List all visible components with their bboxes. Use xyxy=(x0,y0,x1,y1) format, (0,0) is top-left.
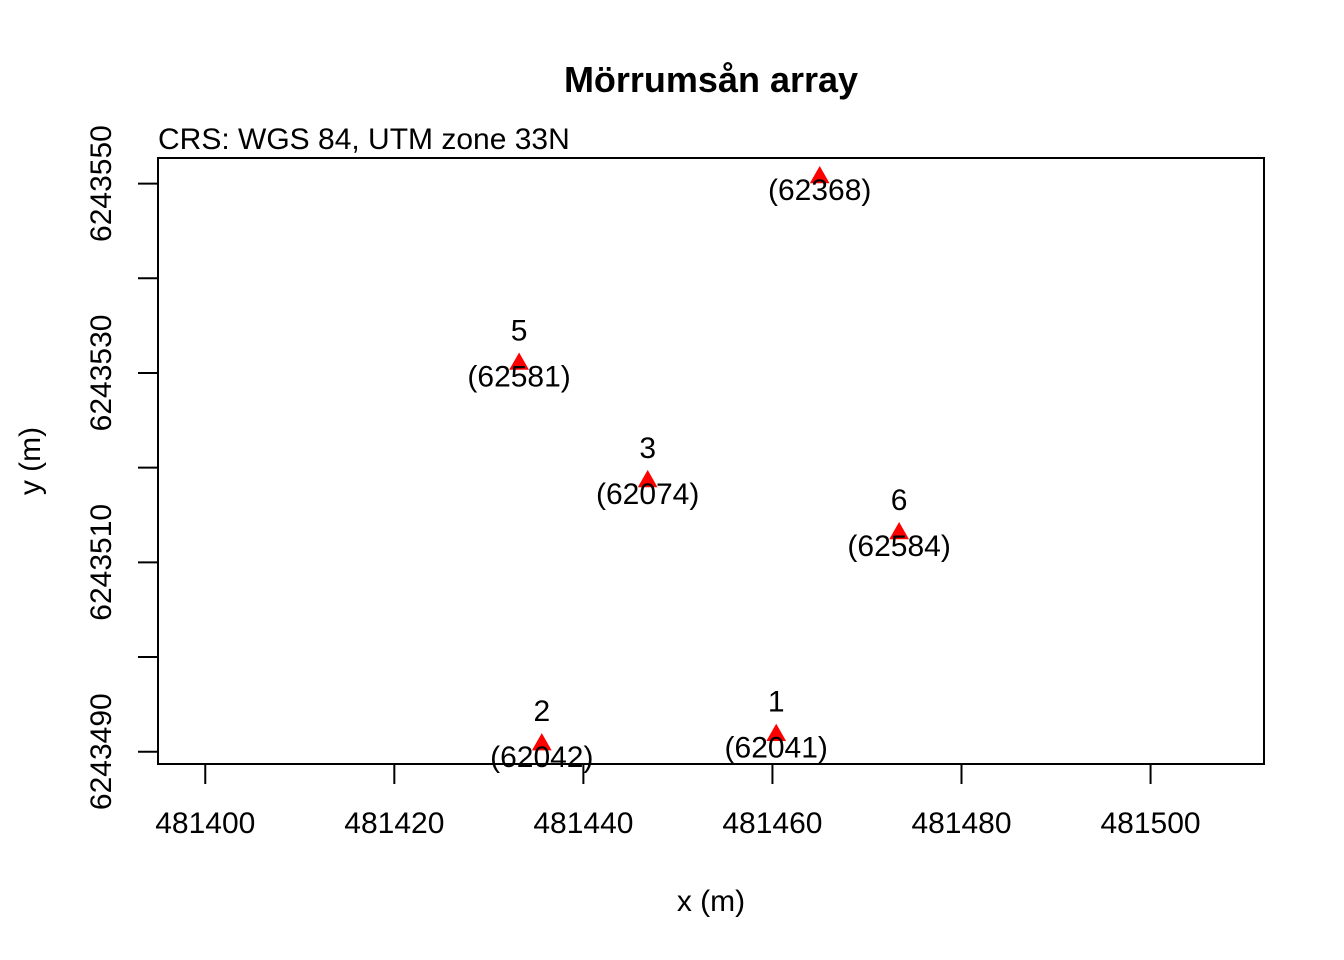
y-tick-label: 6243530 xyxy=(85,315,118,432)
chart-subtitle: CRS: WGS 84, UTM zone 33N xyxy=(158,123,570,156)
x-tick-label: 481420 xyxy=(344,807,444,840)
station-marker xyxy=(637,469,658,488)
station-marker xyxy=(766,723,787,741)
station-id-label: (62042) xyxy=(490,741,593,774)
x-tick-label: 481440 xyxy=(533,807,633,840)
y-axis: 6243490 6243510 6243530 6243550 xyxy=(85,125,159,810)
station-id-label: (62581) xyxy=(467,361,570,394)
x-tick-label: 481400 xyxy=(155,807,255,840)
station-number-label: 2 xyxy=(533,695,550,728)
station-number-label: 6 xyxy=(891,484,908,517)
station-number-label: 1 xyxy=(768,686,785,719)
y-tick-label: 6243490 xyxy=(85,693,118,810)
x-tick-label: 481500 xyxy=(1101,807,1201,840)
station-number-label: 5 xyxy=(511,315,528,348)
station-marker xyxy=(531,733,552,751)
y-tick-label: 6243510 xyxy=(85,504,118,621)
station-marker xyxy=(809,165,830,184)
station-id-label: (62584) xyxy=(847,530,950,563)
chart-title: Mörrumsån array xyxy=(564,59,858,100)
x-axis-label: x (m) xyxy=(677,885,745,918)
station-id-label: (62368) xyxy=(768,174,871,207)
plot-area-border xyxy=(157,157,1265,765)
station-marker xyxy=(509,352,529,370)
x-tick-label: 481460 xyxy=(722,807,822,840)
y-tick-label: 6243550 xyxy=(85,125,118,242)
station-id-label: (62074) xyxy=(596,478,699,511)
data-points: 1 (62041) 2 (62042) 3 (62074) 5 (62581) 6 (62584)… xyxy=(467,165,951,774)
station-id-label: (62041) xyxy=(725,732,828,765)
y-axis-label: y (m) xyxy=(14,427,47,495)
x-tick-label: 481480 xyxy=(911,807,1011,840)
station-number-label: 3 xyxy=(639,432,656,465)
x-axis: 481400 481420 481440 481460 481480 481500 xyxy=(155,763,1201,840)
station-marker xyxy=(889,522,909,540)
